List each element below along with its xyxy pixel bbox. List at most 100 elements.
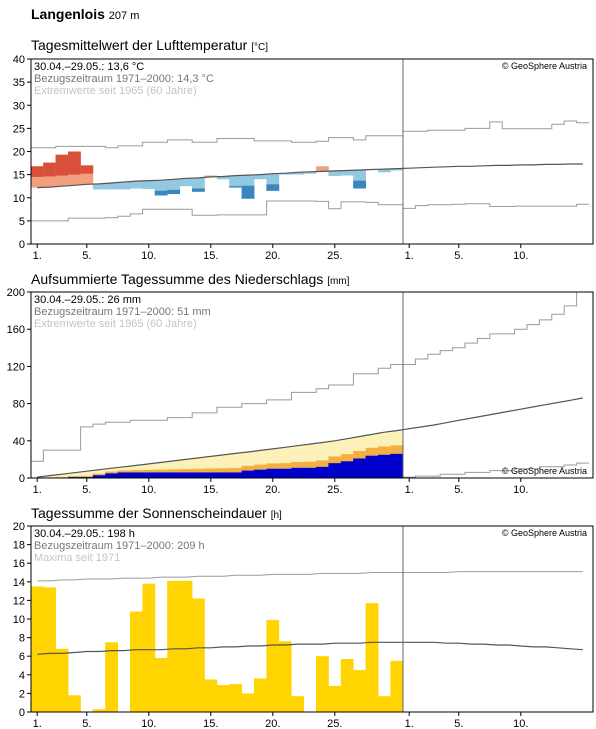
- precipitation-y-tick-label: 80: [13, 399, 25, 411]
- precipitation-y-tick-label: 40: [13, 436, 25, 448]
- precipitation-observed-bar: [353, 458, 366, 478]
- precipitation-observed-bar: [303, 467, 317, 478]
- precipitation-observed-bar: [278, 468, 292, 478]
- temperature-title: Tagesmittelwert der Lufttemperatur: [31, 37, 248, 53]
- precipitation-observed-bar: [92, 475, 106, 478]
- sunshine-bars: [30, 580, 404, 712]
- precipitation-reference-line: [37, 397, 583, 478]
- temperature-day-bar: [117, 182, 131, 190]
- precipitation-deficit-bar: [192, 457, 205, 473]
- sunshine-day-bar: [241, 693, 255, 712]
- precipitation-x-tick-label: 1.: [405, 484, 414, 496]
- sunshine-title: Tagessumme der Sonnenscheindauer: [31, 505, 267, 521]
- precipitation-deficit-strong-bar: [303, 461, 317, 468]
- sunshine-day-bar: [167, 580, 180, 712]
- temperature-day-bar-extreme: [167, 189, 180, 195]
- precipitation-x-tick-label: 25.: [327, 484, 342, 496]
- temperature-bars: [30, 151, 404, 199]
- precipitation-observed-bar: [117, 472, 131, 478]
- precipitation-observed-bar: [229, 472, 242, 478]
- precipitation-x-tick-label: 10.: [141, 484, 156, 496]
- precipitation-deficit-bar: [43, 475, 56, 478]
- sunshine-y-tick-label: 14: [13, 577, 25, 589]
- sunshine-y-tick-label: 2: [19, 688, 25, 700]
- temperature-day-bar: [142, 180, 156, 189]
- temperature-day-bar: [105, 182, 118, 190]
- precipitation-observed-bar: [167, 472, 180, 478]
- sunshine-day-bar: [328, 685, 342, 712]
- precipitation-deficit-bar: [167, 460, 180, 473]
- temperature-x-tick-label: 5.: [454, 250, 463, 262]
- sunshine-y-tick-label: 4: [19, 670, 25, 682]
- precipitation-deficit-bar: [80, 471, 94, 478]
- precipitation-x-tick-label: 15.: [203, 484, 218, 496]
- temperature-day-bar-extreme: [68, 151, 81, 175]
- precipitation-observed-bar: [154, 472, 168, 478]
- temperature-y-tick-label: 30: [13, 100, 25, 112]
- precipitation-deficit-bar: [216, 454, 230, 473]
- temperature-day-bar: [254, 174, 267, 180]
- sunshine-unit: [h]: [270, 510, 282, 521]
- precipitation-deficit-strong-bar: [154, 469, 168, 473]
- temperature-y-tick-label: 25: [13, 123, 25, 135]
- precipitation-deficit-bar: [68, 472, 81, 478]
- precipitation-deficit-bar: [154, 462, 168, 473]
- sunshine-day-bar: [316, 656, 329, 712]
- precipitation-title-block: Aufsummierte Tagessumme des Niederschlag…: [31, 271, 349, 287]
- precipitation-unit: [mm]: [327, 276, 350, 287]
- temperature-day-bar: [204, 175, 218, 177]
- precipitation-deficit-strong-bar: [130, 470, 143, 473]
- precipitation-y-tick-label: 120: [7, 361, 25, 373]
- temperature-unit: [°C]: [251, 42, 268, 53]
- temperature-extreme-max-line: [31, 120, 589, 149]
- sunshine-maximum-line: [37, 571, 583, 582]
- precipitation-deficit-strong-bar: [266, 463, 280, 469]
- sunshine-day-bar: [216, 685, 230, 712]
- temperature-plot-border: [30, 58, 594, 245]
- precipitation-deficit-strong-bar: [390, 445, 404, 454]
- sunshine-x-tick-label: 5.: [82, 718, 91, 729]
- precipitation-observed-bar: [316, 466, 329, 478]
- temperature-day-bar: [291, 172, 304, 175]
- temperature-y-tick-label: 15: [13, 170, 25, 182]
- precipitation-observed-bar: [328, 463, 342, 478]
- sunshine-day-bar: [353, 670, 366, 712]
- sunshine-y-tick-label: 16: [13, 558, 25, 570]
- sunshine-day-bar: [130, 611, 143, 712]
- precipitation-observed-bar: [378, 454, 391, 478]
- precipitation-x-tick-label: 20.: [265, 484, 280, 496]
- temperature-day-bar: [179, 178, 193, 187]
- temperature-x-tick-label: 10.: [513, 250, 528, 262]
- precipitation-bars: [30, 430, 404, 478]
- sunshine-day-bar: [204, 679, 218, 712]
- precipitation-observed-bar: [216, 472, 230, 478]
- temperature-day-bar: [378, 169, 391, 173]
- sunshine-x-tick-label: 1.: [33, 718, 42, 729]
- temperature-day-bar-extreme: [241, 185, 255, 199]
- precipitation-observed-bar: [130, 472, 143, 478]
- precipitation-deficit-strong-bar: [179, 469, 193, 473]
- sunshine-y-tick-label: 20: [13, 521, 25, 533]
- precipitation-deficit-strong-bar: [353, 451, 366, 459]
- sunshine-day-bar: [92, 709, 106, 712]
- precipitation-deficit-strong-bar: [365, 447, 379, 456]
- precipitation-deficit-strong-bar: [142, 469, 156, 473]
- temperature-day-bar-extreme: [192, 188, 205, 192]
- precipitation-deficit-strong-bar: [291, 461, 304, 468]
- sunshine-day-bar: [55, 648, 69, 712]
- station-elevation: 207 m: [108, 10, 140, 22]
- sunshine-info-extremes: Maxima seit 1971: [34, 552, 120, 564]
- sunshine-y-tick-label: 18: [13, 540, 25, 552]
- sunshine-y-tick-label: 8: [19, 633, 25, 645]
- temperature-y-tick-label: 35: [13, 77, 25, 89]
- precipitation-observed-bar: [105, 473, 118, 478]
- temperature-day-bar: [278, 173, 292, 175]
- sunshine-day-bar: [192, 598, 205, 712]
- sunshine-info-current: 30.04.–29.05.: 198 h: [34, 528, 135, 540]
- precipitation-deficit-bar: [117, 466, 131, 473]
- temperature-day-bar: [390, 168, 404, 171]
- sunshine-x-tick-label: 20.: [265, 718, 280, 729]
- temperature-day-bar: [216, 176, 230, 180]
- precipitation-observed-bar: [204, 472, 218, 478]
- precipitation-deficit-strong-bar: [340, 454, 354, 462]
